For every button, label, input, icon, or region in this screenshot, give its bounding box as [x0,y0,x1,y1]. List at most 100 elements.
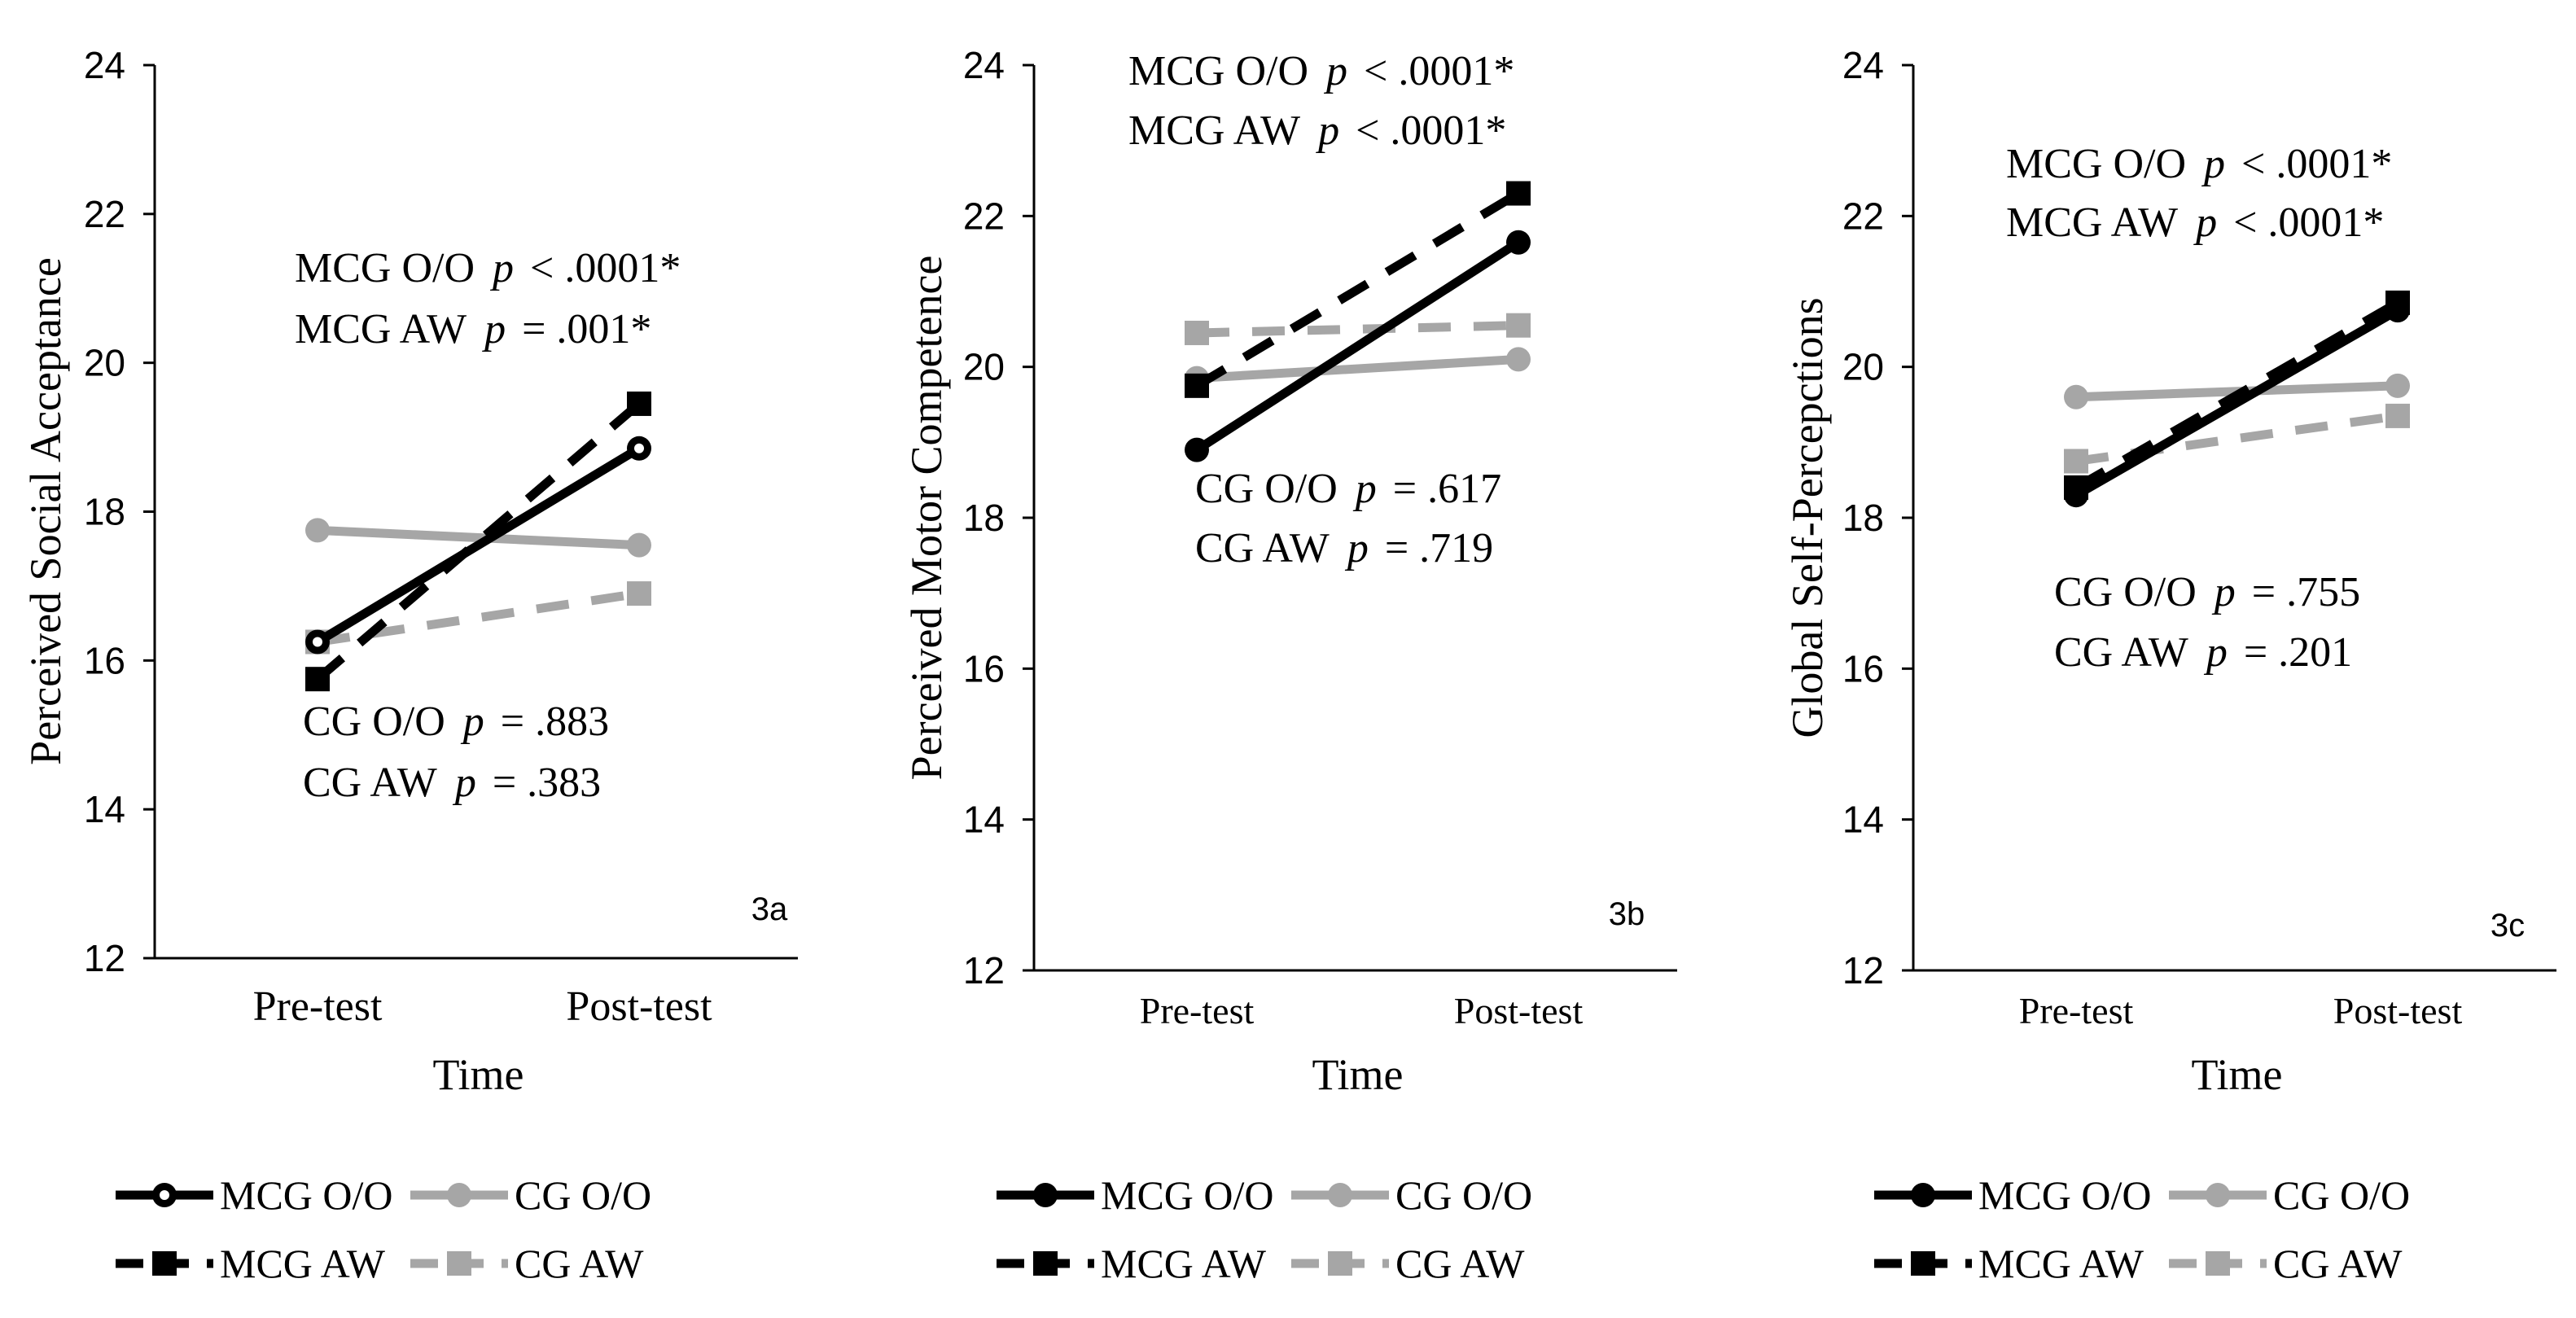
panel-label: 3a [751,891,788,927]
data-point [1185,373,1209,398]
annotation-value: = .755 [2252,569,2360,615]
x-tick-label: Post-test [2333,990,2463,1031]
annotation-value: < .0001* [530,245,681,291]
data-point [2064,475,2088,500]
y-tick-label: 12 [963,949,1005,992]
data-point [1506,313,1531,338]
annotation-value: = .383 [493,760,601,806]
series-mcg-aw [1185,181,1531,398]
annotation-p: p [1315,107,1339,154]
series-mcg-aw [305,391,651,692]
y-axis-title: Global Self-Percepctions [1783,297,1832,738]
y-tick-label: 20 [963,346,1005,388]
x-tick-label: Post-test [1454,990,1584,1031]
legend-label: MCG O/O [1978,1172,2152,1218]
annotation-p: p [460,698,484,745]
p-value-annotation: CG O/O p = .617 [1195,466,1501,512]
data-point [1506,347,1531,372]
series-mcg-o-o [2064,298,2410,508]
legend-item: CG AW [2169,1241,2403,1286]
annotation-group: MCG AW [1128,107,1300,154]
series-line [2075,411,2399,466]
legend-label: CG O/O [1395,1172,1532,1218]
y-tick-label: 18 [963,497,1005,539]
legend-marker-center [160,1190,169,1200]
annotation-group: MCG AW [295,306,467,352]
y-tick-label: 24 [1842,44,1884,86]
legend-item: MCG O/O [116,1172,393,1218]
legend-marker [447,1183,471,1207]
data-point [627,532,651,558]
annotation-value: = .617 [1393,466,1501,512]
panel-label: 3c [2491,908,2525,944]
annotation-group: MCG O/O [2006,141,2186,187]
legend-marker [152,1251,177,1276]
series-cg-aw [1185,313,1531,345]
y-tick-label: 20 [1842,346,1884,388]
annotation-p: p [489,245,514,291]
series-line [2074,299,2400,492]
p-value-annotation: MCG AW p < .0001* [2006,199,2384,246]
y-tick-label: 12 [84,937,125,979]
series-line [2074,306,2400,499]
annotation-group: CG O/O [2054,569,2197,615]
annotation-p: p [1323,48,1347,94]
p-value-annotation: MCG O/O p < .0001* [2006,141,2392,187]
annotation-value: = .201 [2244,629,2352,676]
chart-panel-3a: 12 14 16 18 20 22 24 Pre-test Post-test Time Perce… [21,44,798,1286]
series-cg-aw [2064,403,2410,474]
legend-label: MCG O/O [220,1172,393,1218]
legend-item: MCG AW [116,1241,386,1286]
p-value-annotation: MCG O/O p < .0001* [1128,48,1514,94]
annotation-value: < .0001* [2233,199,2384,246]
data-point [1185,320,1209,345]
annotation-value: = .719 [1385,525,1493,571]
data-point [2064,449,2088,474]
y-tick-label: 16 [963,647,1005,690]
y-tick-label: 22 [84,193,125,235]
legend-item: MCG O/O [997,1172,1274,1218]
data-point [1506,230,1531,255]
data-point [1506,181,1531,206]
legend-marker [1033,1183,1058,1207]
legend-label: CG AW [2273,1241,2403,1286]
legend: MCG O/O CG O/O MCG AW CG AW [997,1172,1532,1286]
annotation-group: MCG AW [2006,199,2178,246]
y-tick-label: 18 [1842,497,1884,539]
series-line [317,525,640,550]
annotation-p: p [1344,525,1369,571]
annotation-group: CG AW [2054,629,2188,676]
x-axis-title: Time [432,1050,524,1099]
legend-marker [1911,1251,1935,1276]
data-point [305,667,330,692]
p-value-annotation: MCG AW p < .0001* [1128,107,1506,154]
annotation-value: = .001* [522,306,651,352]
p-value-annotation: CG AW p = .383 [303,760,601,806]
p-value-annotation: MCG O/O p < .0001* [295,245,681,291]
annotation-group: MCG O/O [1128,48,1308,94]
legend-item: CG AW [410,1241,644,1286]
y-tick-label: 18 [84,491,125,533]
series-line [315,444,642,646]
series-line [314,400,642,683]
legend-item: MCG AW [997,1241,1267,1286]
x-tick-label: Post-test [566,983,712,1030]
y-tick-label: 24 [963,44,1005,86]
chart-panel-3c: 12 14 16 18 20 22 24 Pre-test Post-test Time Globa… [1783,44,2556,1286]
annotation-group: CG O/O [1195,466,1338,512]
p-value-annotation: CG AW p = .201 [2054,629,2352,676]
x-tick-label: Pre-test [2019,990,2134,1031]
series-cg-o-o [1185,347,1531,391]
annotation-p: p [1352,466,1377,512]
annotation-value: = .883 [501,698,609,745]
y-tick-label: 22 [963,195,1005,237]
legend-label: MCG AW [1101,1241,1267,1286]
annotation-value: < .0001* [2241,141,2392,187]
legend-item: MCG AW [1874,1241,2144,1286]
annotation-p: p [481,306,506,352]
p-value-annotation: CG AW p = .719 [1195,525,1493,571]
series-line [1196,354,1519,383]
x-axis-title: Time [1312,1050,1403,1099]
y-tick-label: 14 [84,788,125,830]
